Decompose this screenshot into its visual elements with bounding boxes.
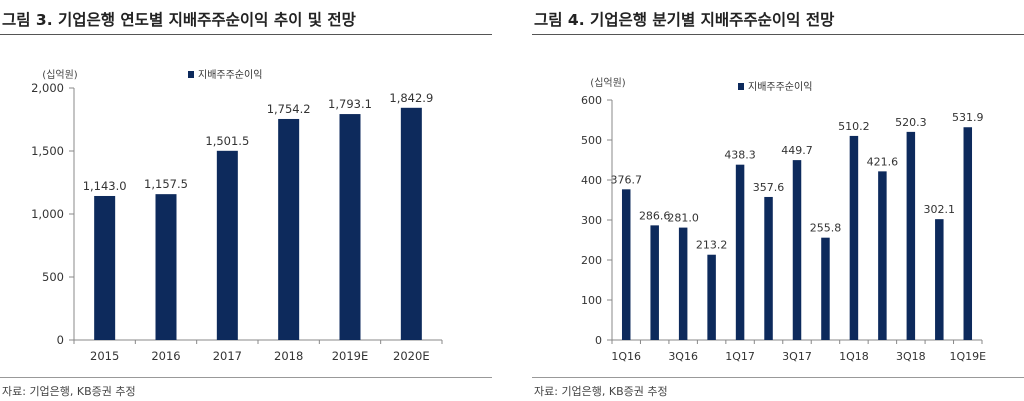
- bar: [849, 135, 859, 340]
- x-tick-label: 3Q16: [668, 350, 698, 363]
- figure-3-title: 그림 3. 기업은행 연도별 지배주주순이익 추이 및 전망: [2, 11, 356, 29]
- title-divider: [0, 34, 492, 35]
- bar: [906, 131, 916, 340]
- y-tick-label: 100: [581, 294, 602, 307]
- unit-label: (십억원): [42, 69, 78, 81]
- data-label: 281.0: [667, 212, 699, 225]
- x-tick-label: 1Q19E: [949, 350, 986, 363]
- data-label: 213.2: [696, 239, 728, 252]
- figure-4-title: 그림 4. 기업은행 분기별 지배주주순이익 전망: [534, 11, 835, 29]
- y-tick-label: 1,000: [31, 207, 64, 221]
- y-tick-label: 2,000: [31, 81, 64, 95]
- bar: [764, 196, 773, 340]
- y-tick-label: 0: [595, 334, 602, 347]
- data-label: 376.7: [610, 173, 642, 186]
- bar: [735, 164, 745, 340]
- bar: [963, 127, 973, 341]
- y-tick-label: 500: [581, 134, 602, 147]
- x-tick-label: 3Q17: [782, 350, 812, 363]
- bar: [878, 171, 887, 340]
- figure-4-source: 자료: 기업은행, KB증권 추정: [534, 385, 668, 398]
- data-label: 421.6: [867, 155, 899, 168]
- bar: [935, 219, 944, 340]
- x-tick-label: 2019E: [332, 349, 369, 363]
- data-label: 449.7: [781, 144, 813, 157]
- bar: [707, 254, 716, 340]
- bar: [94, 195, 116, 340]
- bar: [278, 118, 300, 341]
- bar: [821, 237, 830, 340]
- bar: [400, 107, 422, 340]
- data-label: 1,754.2: [267, 102, 311, 116]
- x-tick-label: 2018: [274, 349, 303, 363]
- data-label: 286.6: [639, 209, 671, 222]
- x-tick-label: 3Q18: [896, 350, 926, 363]
- bar: [216, 150, 238, 340]
- x-tick-label: 2016: [151, 349, 180, 363]
- data-label: 438.3: [724, 149, 756, 162]
- data-label: 1,501.5: [205, 134, 249, 148]
- y-tick-label: 400: [581, 174, 602, 187]
- annual-net-income-bar-chart: 0 500 1,000 1,500 2,000(십억원) 지배주주순이익 1,143.0 20…: [31, 69, 443, 363]
- data-label: 1,842.9: [389, 91, 433, 105]
- x-tick-label: 1Q17: [725, 350, 755, 363]
- bar: [678, 227, 688, 340]
- x-tick-label: 2015: [90, 349, 119, 363]
- bar: [339, 114, 361, 340]
- quarterly-net-income-bar-chart: 0 100 200 300 400 500 600 (십억원) 지배주주순이익 376.7 1Q16…: [581, 77, 986, 363]
- source-divider: [0, 377, 492, 378]
- bar: [650, 225, 659, 340]
- source-divider: [532, 377, 1024, 378]
- y-tick-label: 0: [57, 333, 64, 347]
- legend-swatch: [188, 71, 194, 78]
- legend-swatch: [738, 83, 744, 90]
- bar: [621, 189, 631, 340]
- x-tick-label: 1Q18: [839, 350, 869, 363]
- data-label: 531.9: [952, 111, 984, 124]
- x-tick-label: 1Q16: [611, 350, 641, 363]
- figure-3-source: 자료: 기업은행, KB증권 추정: [2, 385, 136, 398]
- y-tick-label: 200: [581, 254, 602, 267]
- x-tick-label: 2020E: [393, 349, 430, 363]
- bar: [155, 194, 177, 340]
- data-label: 520.3: [895, 116, 927, 129]
- unit-label: (십억원): [590, 77, 626, 89]
- y-tick-label: 500: [42, 270, 64, 284]
- data-label: 1,157.5: [144, 177, 188, 191]
- y-tick-label: 300: [581, 214, 602, 227]
- bar: [792, 160, 802, 340]
- title-divider: [532, 34, 1024, 35]
- legend-label: 지배주주순이익: [748, 81, 812, 93]
- figure-4-panel: 그림 4. 기업은행 분기별 지배주주순이익 전망 0 100 200 300 400 5…: [532, 0, 1024, 401]
- data-label: 510.2: [838, 120, 870, 133]
- data-label: 1,143.0: [83, 179, 127, 193]
- data-label: 357.6: [753, 181, 785, 194]
- y-tick-label: 600: [581, 94, 602, 107]
- data-label: 302.1: [924, 203, 956, 216]
- x-tick-label: 2017: [213, 349, 242, 363]
- legend-label: 지배주주순이익: [198, 69, 262, 81]
- data-label: 1,793.1: [328, 97, 372, 111]
- y-tick-label: 1,500: [31, 144, 64, 158]
- figure-3-panel: 그림 3. 기업은행 연도별 지배주주순이익 추이 및 전망 0 500 1,000…: [0, 0, 492, 401]
- data-label: 255.8: [810, 222, 842, 235]
